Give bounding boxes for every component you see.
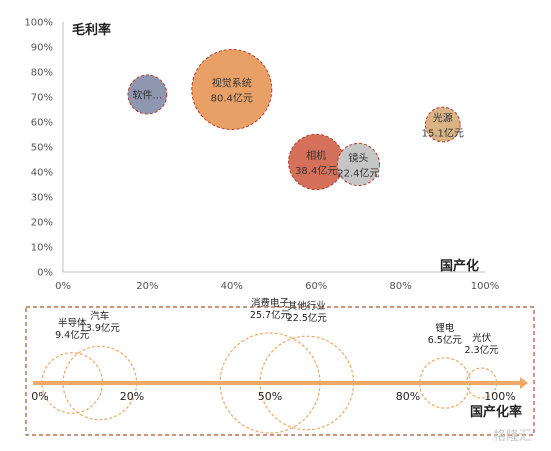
y-tick-label: 100% [24,18,53,29]
timeline-bubble-value: 25.7亿元 [250,309,291,321]
y-axis-label: 毛利率 [72,22,111,38]
timeline-bubble-name: 半导体 [58,317,87,329]
bubble-name: 相机 [306,149,326,162]
timeline-bubble-circle [62,345,138,421]
y-tick-label: 20% [31,218,53,229]
timeline-bubble-name: 光伏 [472,332,492,344]
y-tick-label: 30% [31,193,53,204]
y-tick-label: 70% [31,93,53,104]
y-tick-label: 90% [31,43,53,54]
bubble-circle [424,106,461,143]
timeline-bubble-circle [466,367,498,399]
bubble-point: 视觉系统 80.4亿元 [191,49,273,130]
bubble-name: 光源 [433,112,453,125]
bubble-name: 视觉系统 [212,77,252,90]
timeline-bubble-circle [419,357,471,409]
timeline-bubble-circle [41,352,104,414]
bubble-circle [127,74,168,115]
bubble-point: 软件… [127,74,168,115]
bubble-value: 38.4亿元 [295,164,337,177]
timeline-bubble-value: 6.5亿元 [428,334,463,346]
timeline-tick-label: 80% [396,390,420,403]
timeline-bubble-value: 9.4亿元 [55,329,90,341]
timeline-bubble-value: 22.5亿元 [287,312,328,324]
x-axis-label: 国产化 [440,258,479,274]
y-tick-label: 50% [31,143,53,154]
bubble-value: 22.4亿元 [337,167,379,180]
y-tick-label: 80% [31,68,53,79]
timeline-bubble-name: 消费电子 [251,297,290,309]
x-tick-label: 100% [471,281,500,292]
x-tick-label: 0% [55,281,71,292]
bubble-point: 相机 38.4亿元 [288,133,345,191]
lower-axis-label: 国产化率 [470,404,522,420]
timeline-tick-label: 20% [120,390,144,403]
x-tick-label: 80% [389,281,411,292]
lower-tick-labels: 0% 20% 50% 80% 100% [31,390,515,403]
bubble-point: 光源 15.1亿元 [422,106,464,143]
timeline-bubble-name: 其他行业 [288,300,326,312]
y-tick-label: 10% [31,243,53,254]
bubble-value: 80.4亿元 [211,92,253,105]
bubble-value: 15.1亿元 [422,127,464,140]
lower-bubbles: 半导体9.4亿元汽车13.9亿元消费电子25.7亿元其他行业22.5亿元锂电6.… [41,297,500,434]
y-tick-label: 40% [31,168,53,179]
y-tick-labels: 0% 10% 20% 30% 40% 50% 60% 70% 80% 90% 100% [24,18,53,279]
y-tick-label: 0% [37,268,53,279]
lower-bubble-timeline: 半导体9.4亿元汽车13.9亿元消费电子25.7亿元其他行业22.5亿元锂电6.… [25,297,535,436]
watermark-text: 格隆汇 [493,428,532,444]
timeline-bubble: 光伏2.3亿元 [465,332,500,399]
bubble-name: 软件… [132,89,162,102]
timeline-tick-label: 0% [31,390,48,403]
timeline-bubble: 锂电6.5亿元 [419,322,471,409]
bubble-circle [336,142,381,187]
timeline-bubble-name: 汽车 [90,310,109,322]
x-tick-label: 60% [305,281,327,292]
bubble-circle [288,133,345,191]
y-tick-label: 60% [31,118,53,129]
timeline-bubble-circle [259,335,355,431]
x-tick-label: 20% [136,281,158,292]
timeline-bubble-value: 13.9亿元 [80,322,121,334]
x-tick-label: 40% [221,281,243,292]
upper-bubble-chart: 0% 10% 20% 30% 40% 50% 60% 70% 80% 90% 100% 0% 20% 4… [24,18,499,293]
bubble-point: 镜头 22.4亿元 [336,142,381,187]
bubble-name: 镜头 [348,152,368,165]
timeline-bubble-name: 锂电 [435,322,455,334]
lower-axis-arrow [520,377,528,389]
bubble-circle [191,49,273,130]
lower-dashed-frame [25,306,535,436]
timeline-bubble-circle [219,332,321,434]
timeline-bubble-value: 2.3亿元 [465,344,500,356]
x-tick-labels: 0% 20% 40% 60% 80% 100% [55,281,499,292]
timeline-tick-label: 100% [484,390,515,403]
timeline-tick-label: 50% [258,390,282,403]
